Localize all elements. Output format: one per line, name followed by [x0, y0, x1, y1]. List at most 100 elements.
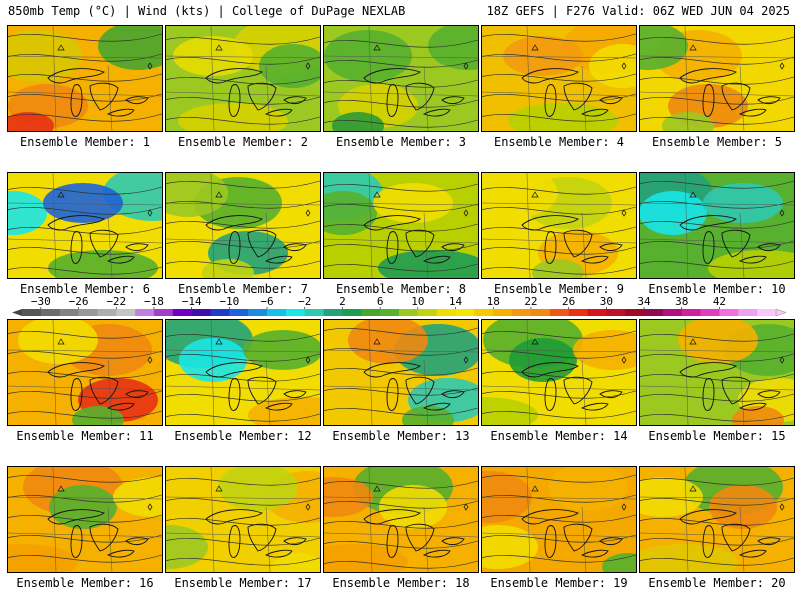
- height-contour: [8, 554, 162, 563]
- height-contour: [8, 246, 162, 255]
- station-marker: [305, 503, 311, 511]
- ensemble-map-17: [165, 466, 321, 573]
- great-lake-outline: [125, 96, 149, 105]
- height-contour: [8, 206, 162, 215]
- state-border: [107, 506, 113, 572]
- station-marker: [57, 191, 65, 198]
- colorbar-segment: [455, 309, 475, 316]
- colorbar-segment: [342, 309, 362, 316]
- colorbar-segment: [304, 309, 324, 316]
- height-contour: [8, 534, 162, 543]
- height-contour: [640, 393, 794, 402]
- station-marker: [779, 503, 785, 511]
- state-border: [526, 26, 531, 131]
- height-contour: [166, 413, 320, 422]
- height-contour: [166, 517, 320, 526]
- state-border: [526, 173, 531, 278]
- colorbar-segment: [380, 309, 400, 316]
- station-marker: [463, 503, 469, 511]
- great-lake-outline: [563, 229, 593, 258]
- ensemble-map-20: [639, 466, 795, 573]
- temperature-patch: [508, 103, 618, 131]
- member-caption: Ensemble Member: 5: [651, 135, 783, 149]
- great-lake-outline: [702, 378, 715, 411]
- state-border: [52, 173, 57, 278]
- station-marker: [689, 485, 697, 492]
- height-contour: [640, 477, 794, 486]
- temperature-patch: [8, 112, 54, 131]
- great-lake-outline: [106, 549, 135, 558]
- temperature-patch: [49, 485, 117, 529]
- height-contour: [324, 59, 478, 68]
- model-run-info: 18Z GEFS | F276 Valid: 06Z WED JUN 04 20…: [486, 4, 790, 18]
- great-lake-outline: [47, 215, 105, 231]
- great-lake-outline: [721, 523, 751, 552]
- great-lake-outline: [521, 215, 579, 231]
- great-lake-outline: [544, 84, 557, 117]
- state-border: [107, 359, 113, 425]
- great-lake-outline: [283, 537, 307, 546]
- height-contour: [482, 206, 636, 215]
- temperature-patch: [662, 112, 714, 131]
- great-lake-outline: [702, 84, 715, 117]
- height-contour: [8, 113, 162, 122]
- height-contour: [8, 53, 162, 62]
- temperature-patch: [348, 320, 428, 364]
- height-contour: [640, 517, 794, 526]
- state-border: [368, 320, 373, 425]
- state-border: [482, 496, 636, 500]
- colorbar-max-arrow: [775, 308, 787, 317]
- member-caption: Ensemble Member: 19: [490, 576, 628, 590]
- ensemble-map-9: [481, 172, 637, 279]
- colorbar-segment: [153, 309, 174, 316]
- map-canvas: [640, 467, 794, 572]
- map-canvas: [324, 320, 478, 425]
- great-lake-outline: [89, 229, 119, 258]
- temperature-patch: [640, 26, 688, 70]
- great-lake-outline: [205, 68, 263, 84]
- great-lake-outline: [405, 376, 435, 405]
- temperature-patch: [703, 183, 783, 223]
- state-border: [526, 467, 531, 572]
- station-marker: [621, 62, 627, 70]
- colorbar-label: −6: [260, 296, 273, 308]
- height-contour: [8, 370, 162, 379]
- temperature-patch: [548, 467, 628, 511]
- station-marker: [215, 485, 223, 492]
- height-contour: [482, 246, 636, 255]
- state-border: [265, 65, 271, 131]
- height-contour: [324, 540, 478, 549]
- state-border: [166, 385, 320, 391]
- state-border: [684, 26, 689, 131]
- state-border: [581, 359, 587, 425]
- height-contour: [8, 330, 162, 339]
- great-lake-outline: [247, 376, 277, 405]
- colorbar-segment: [757, 309, 777, 316]
- state-border: [52, 467, 57, 572]
- height-contour: [640, 96, 794, 105]
- colorbar-segment: [644, 309, 664, 316]
- ensemble-map-1: [7, 25, 163, 132]
- state-border: [324, 202, 478, 206]
- height-contour: [324, 560, 478, 569]
- station-marker: [373, 191, 381, 198]
- colorbar-segment: [267, 309, 287, 316]
- great-lake-outline: [422, 255, 451, 264]
- height-contour: [166, 477, 320, 486]
- temperature-patch: [573, 330, 636, 370]
- great-lake-outline: [264, 402, 293, 411]
- temperature-patch: [732, 406, 784, 425]
- height-contour: [8, 390, 162, 399]
- height-contour: [640, 200, 794, 209]
- great-lake-outline: [679, 362, 737, 378]
- height-contour: [166, 557, 320, 566]
- state-border: [640, 532, 794, 538]
- height-contour: [166, 537, 320, 546]
- great-lake-outline: [386, 378, 399, 411]
- state-border: [107, 212, 113, 278]
- station-marker: [621, 503, 627, 511]
- height-contour: [166, 96, 320, 105]
- temperature-patch: [272, 553, 320, 572]
- colorbar-segment: [436, 309, 456, 316]
- great-lake-outline: [228, 231, 241, 264]
